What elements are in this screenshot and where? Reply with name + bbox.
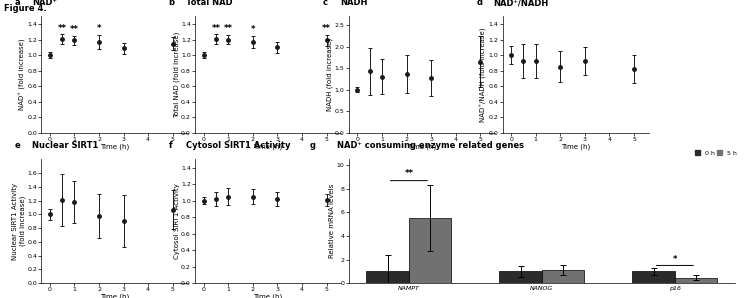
Text: c: c	[322, 0, 328, 7]
Bar	[500, 271, 542, 283]
X-axis label: Time (h): Time (h)	[254, 294, 283, 298]
X-axis label: Time (h): Time (h)	[561, 143, 590, 150]
Y-axis label: NAD⁺ (fold increase): NAD⁺ (fold increase)	[19, 39, 26, 110]
Text: NADH: NADH	[340, 0, 368, 7]
Text: *: *	[97, 24, 101, 33]
Text: g: g	[310, 141, 316, 150]
Text: **: **	[224, 24, 232, 33]
Y-axis label: NAD⁺/NADH (fold increase): NAD⁺/NADH (fold increase)	[480, 27, 487, 122]
X-axis label: Time (h): Time (h)	[100, 143, 129, 150]
Y-axis label: Cytosol SIRT1 Activity: Cytosol SIRT1 Activity	[173, 183, 179, 259]
Text: e: e	[15, 141, 21, 150]
Y-axis label: Nuclear SIRT1 Activity
(fold increase): Nuclear SIRT1 Activity (fold increase)	[12, 183, 26, 260]
Bar	[632, 271, 675, 283]
Y-axis label: Total NAD (fold increase): Total NAD (fold increase)	[173, 31, 179, 118]
Legend: 0 h, 5 h: 0 h, 5 h	[692, 148, 740, 158]
Text: Total NAD: Total NAD	[186, 0, 232, 7]
Text: **: **	[70, 25, 79, 34]
Text: b: b	[169, 0, 175, 7]
Text: NAD⁺ consuming enzyme related genes: NAD⁺ consuming enzyme related genes	[338, 141, 524, 150]
Bar	[409, 218, 452, 283]
Bar	[542, 270, 584, 283]
Text: d: d	[476, 0, 482, 7]
Text: f: f	[169, 141, 172, 150]
Text: **: **	[211, 24, 220, 33]
X-axis label: Time (h): Time (h)	[100, 294, 129, 298]
Text: **: **	[58, 24, 67, 33]
Y-axis label: Relative mRNA levels: Relative mRNA levels	[329, 184, 335, 258]
Text: **: **	[404, 169, 413, 178]
Text: NAD⁺: NAD⁺	[32, 0, 57, 7]
Text: *: *	[251, 25, 255, 34]
Text: Figure 4.: Figure 4.	[4, 4, 46, 13]
Text: **: **	[322, 24, 331, 33]
Text: *: *	[673, 255, 677, 264]
Text: Nuclear SIRT1: Nuclear SIRT1	[32, 141, 99, 150]
Text: NAD⁺/NADH: NAD⁺/NADH	[494, 0, 549, 7]
Text: a: a	[15, 0, 20, 7]
Text: Cytosol SIRT1 Activity: Cytosol SIRT1 Activity	[186, 141, 291, 150]
X-axis label: Time (h): Time (h)	[254, 143, 283, 150]
X-axis label: Time (h): Time (h)	[407, 143, 436, 150]
Y-axis label: NADH (fold increase): NADH (fold increase)	[327, 38, 333, 111]
Bar	[675, 278, 718, 283]
Bar	[366, 271, 409, 283]
